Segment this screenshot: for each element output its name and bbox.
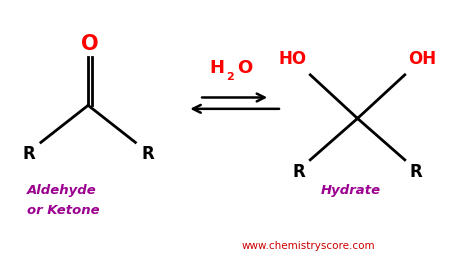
Text: Aldehyde: Aldehyde (27, 184, 96, 197)
Text: O: O (81, 34, 99, 54)
Text: or Ketone: or Ketone (27, 204, 100, 217)
Text: O: O (237, 59, 252, 77)
Text: R: R (22, 145, 35, 163)
Text: www.chemistryscore.com: www.chemistryscore.com (241, 241, 375, 251)
Text: OH: OH (409, 50, 437, 68)
Text: R: R (141, 145, 154, 163)
Text: H: H (209, 59, 224, 77)
Text: 2: 2 (226, 72, 234, 82)
Text: Hydrate: Hydrate (320, 184, 381, 197)
Text: R: R (410, 163, 422, 181)
Text: R: R (293, 163, 306, 181)
Text: HO: HO (278, 50, 307, 68)
